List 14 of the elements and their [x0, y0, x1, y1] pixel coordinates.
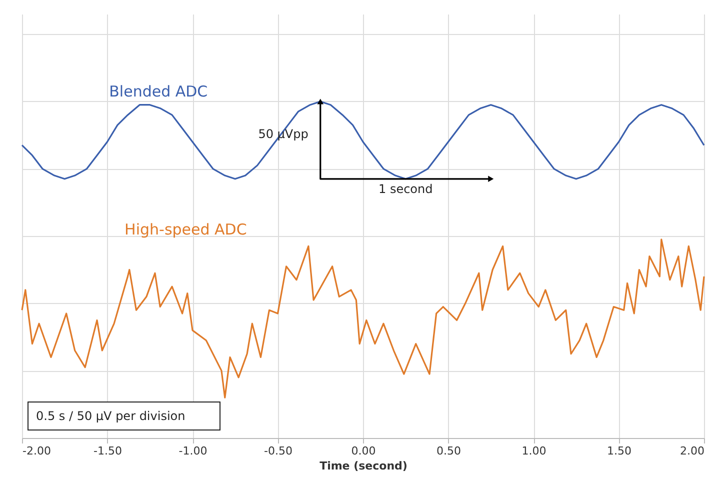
x-tick-label: 1.00: [522, 444, 546, 458]
annotation: 0.5 s / 50 µV per division: [36, 409, 186, 423]
x-tick-label: -1.50: [94, 444, 122, 458]
x-tick-label: 1.50: [607, 444, 632, 458]
x-tick-label: 0.50: [436, 444, 461, 458]
x-axis-title: Time (second): [320, 460, 408, 472]
x-tick-label: 2.00: [680, 444, 704, 458]
x-tick-label: 0.00: [351, 444, 376, 458]
annotation: 1 second: [378, 182, 433, 196]
series-label: Blended ADC: [109, 82, 208, 100]
x-tick-label: -0.50: [264, 444, 292, 458]
text: High-speed ADC: [124, 220, 247, 238]
x-tick-label: -1.00: [178, 444, 208, 458]
x-tick-label: -2.00: [22, 444, 51, 458]
